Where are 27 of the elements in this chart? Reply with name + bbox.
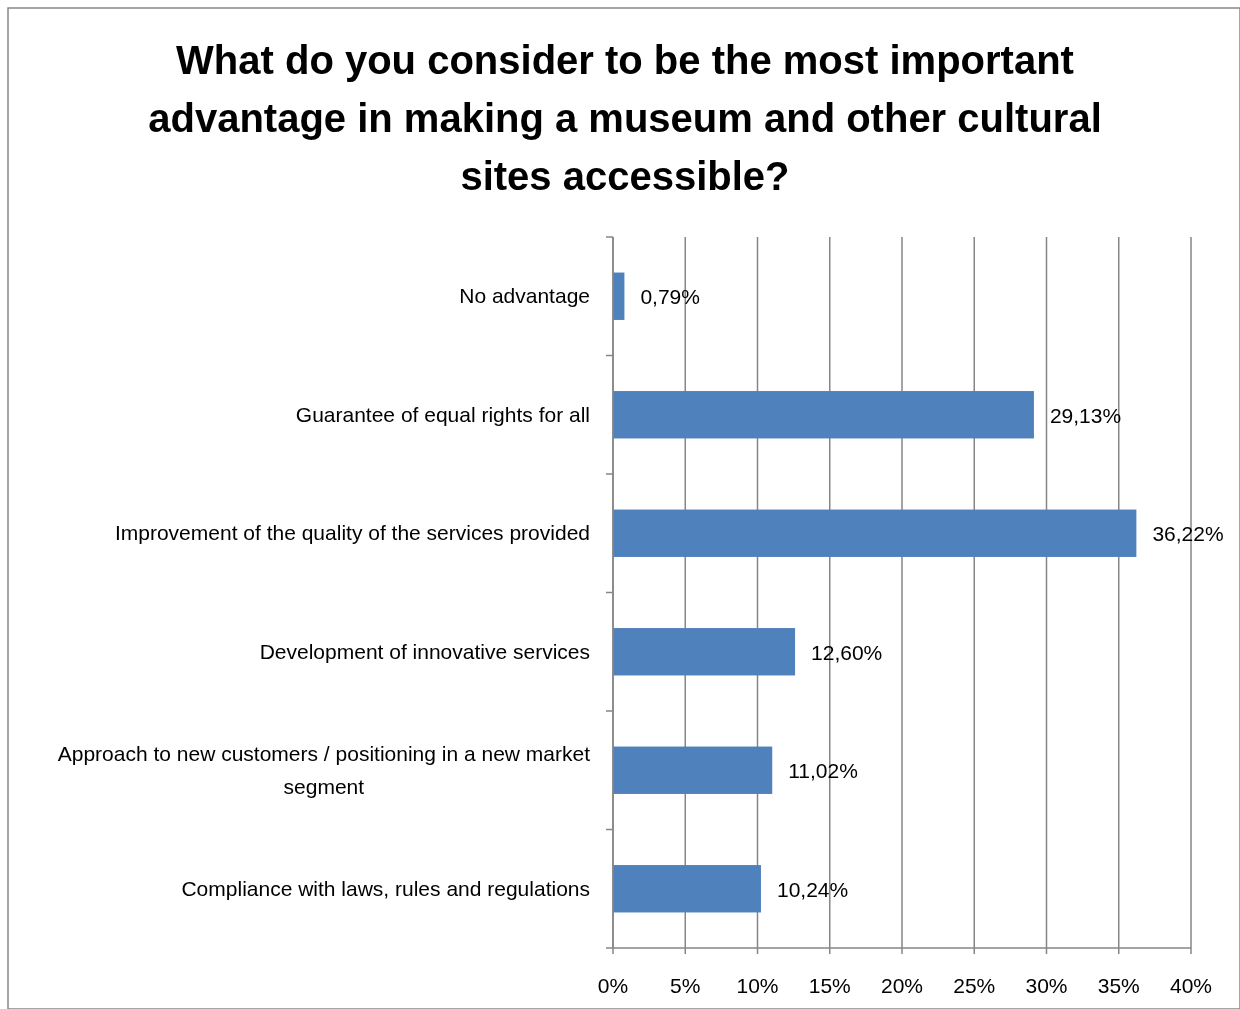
x-tick-label: 30% [1025, 974, 1068, 997]
bar [613, 865, 761, 913]
y-tick-label: Compliance with laws, rules and regulations [181, 876, 590, 900]
bar [613, 509, 1137, 557]
data-label: 10,24% [776, 877, 849, 901]
y-tick-label: Improvement of the quality of the services provided [114, 521, 590, 545]
x-tick-label: 0% [597, 974, 629, 997]
data-label: 12,60% [811, 640, 883, 664]
y-tick-label: Approach to new customers / positioning in a new market segment [57, 741, 591, 798]
bar [613, 391, 1034, 439]
x-tick-label: 25% [953, 974, 996, 997]
x-tick-label: 20% [880, 974, 924, 997]
y-tick-label: No advantage [459, 284, 590, 308]
data-label: 29,13% [1049, 403, 1122, 427]
bar [613, 628, 796, 676]
x-tick-label: 35% [1097, 974, 1140, 997]
x-tick-label: 40% [1169, 974, 1213, 997]
bar [613, 746, 773, 794]
y-tick-label: Development of innovative services [259, 639, 590, 663]
x-tick-label: 10% [736, 974, 779, 997]
chart-title: What do you consider to be the most important advantage in making a museum and other cultural sites accessible? [148, 38, 1102, 198]
x-tick-label: 15% [808, 974, 851, 997]
x-tick-label: 5% [670, 974, 701, 997]
data-label: 0,79% [640, 285, 700, 309]
data-label: 11,02% [788, 759, 858, 783]
y-tick-label: Guarantee of equal rights for all [295, 402, 590, 426]
data-label: 36,22% [1152, 522, 1224, 546]
